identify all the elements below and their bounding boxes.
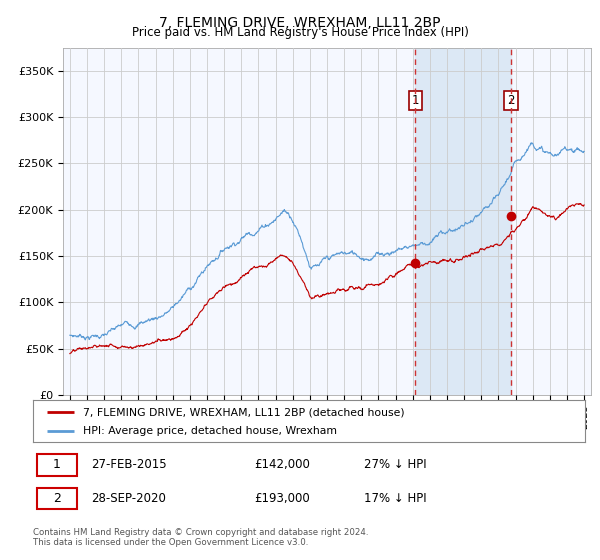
Text: 2: 2 (507, 94, 515, 107)
FancyBboxPatch shape (37, 454, 77, 475)
Text: Contains HM Land Registry data © Crown copyright and database right 2024.
This d: Contains HM Land Registry data © Crown c… (33, 528, 368, 547)
Text: 1: 1 (53, 458, 61, 472)
Text: 2: 2 (53, 492, 61, 505)
Text: 7, FLEMING DRIVE, WREXHAM, LL11 2BP (detached house): 7, FLEMING DRIVE, WREXHAM, LL11 2BP (det… (83, 407, 404, 417)
Text: 28-SEP-2020: 28-SEP-2020 (91, 492, 166, 505)
Text: £142,000: £142,000 (254, 458, 310, 472)
Bar (415, 48, 511, 395)
Text: £193,000: £193,000 (254, 492, 310, 505)
FancyBboxPatch shape (37, 488, 77, 509)
Text: 27-FEB-2015: 27-FEB-2015 (91, 458, 167, 472)
Text: 1: 1 (412, 94, 419, 107)
Text: HPI: Average price, detached house, Wrexham: HPI: Average price, detached house, Wrex… (83, 426, 337, 436)
Text: 17% ↓ HPI: 17% ↓ HPI (364, 492, 427, 505)
Text: 7, FLEMING DRIVE, WREXHAM, LL11 2BP: 7, FLEMING DRIVE, WREXHAM, LL11 2BP (159, 16, 441, 30)
Text: 27% ↓ HPI: 27% ↓ HPI (364, 458, 427, 472)
Text: Price paid vs. HM Land Registry's House Price Index (HPI): Price paid vs. HM Land Registry's House … (131, 26, 469, 39)
